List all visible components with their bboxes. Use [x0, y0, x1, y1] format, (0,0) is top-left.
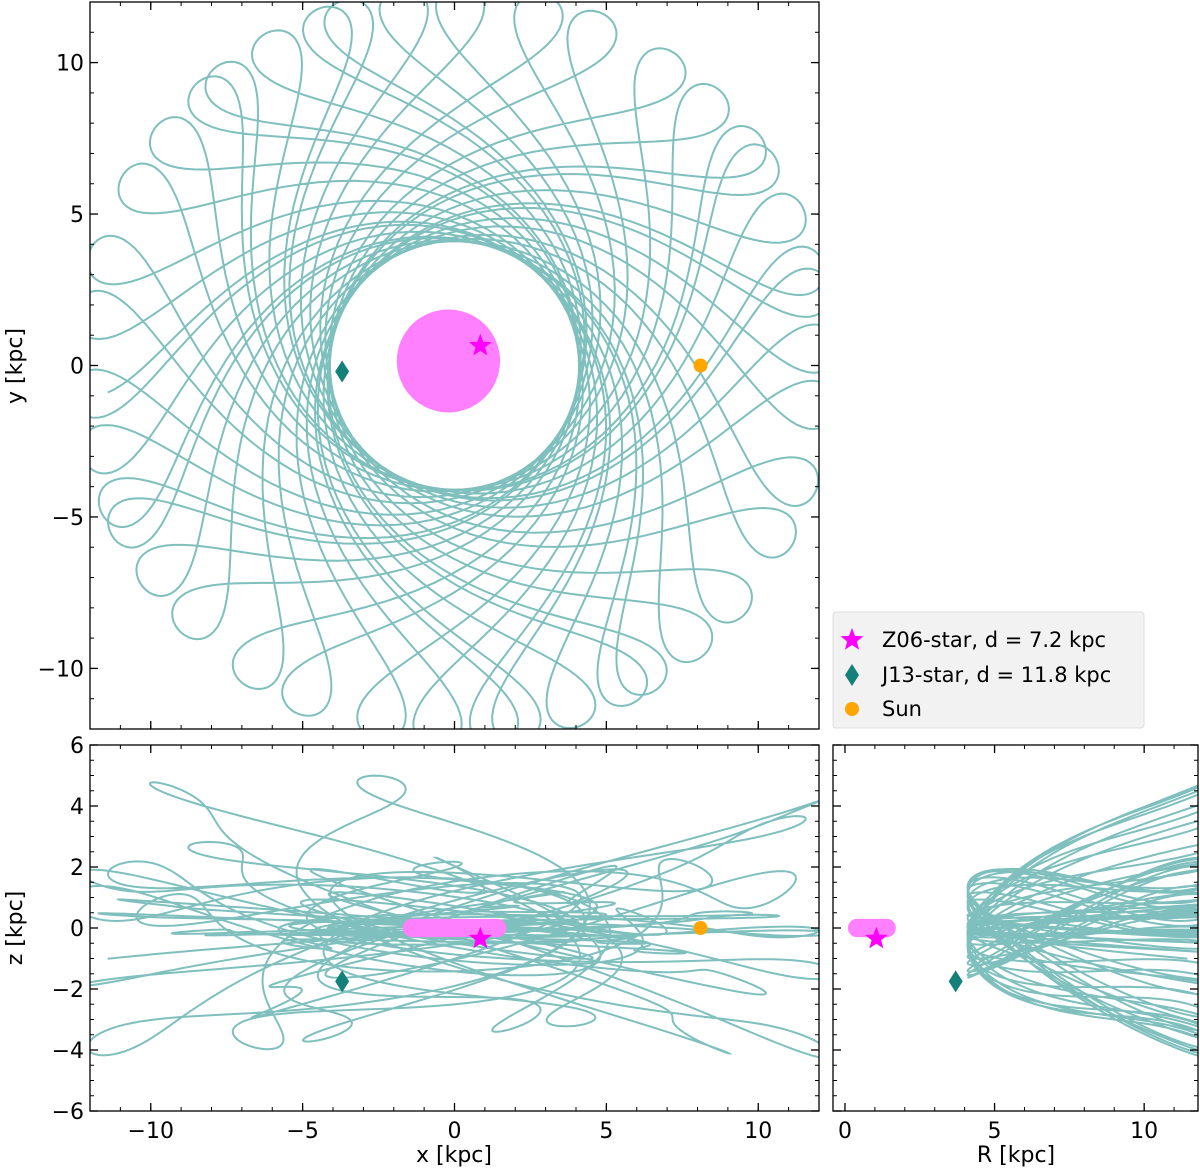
markers-Rz: [865, 926, 963, 993]
cloud-xy: [396, 309, 501, 413]
panel-Rz: 0 5 10 R [kpc]: [832, 744, 1199, 1168]
j13-star-marker: [335, 360, 350, 383]
orbits-xy: [90, 2, 819, 729]
ticks-xy: −10 −5 0 5 10: [38, 1, 820, 730]
y-tick-label: 2: [70, 856, 84, 881]
j13-star-marker: [948, 970, 963, 993]
x-tick-label: 5: [599, 1119, 613, 1144]
xlabel-xz: x [kpc]: [416, 1143, 492, 1168]
sun-marker: [693, 921, 708, 935]
legend-label-sun: Sun: [882, 697, 922, 721]
sun-marker: [693, 358, 708, 373]
j13-star-marker: [335, 970, 350, 993]
cloud-xz: [402, 918, 507, 938]
legend-box: [832, 611, 1145, 729]
legend-label-j13: J13-star, d = 11.8 kpc: [880, 663, 1111, 687]
legend-entry-z06: Z06-star, d = 7.2 kpc: [840, 628, 1106, 652]
legend-entry-sun: Sun: [845, 697, 922, 721]
panel-xy: −10 −5 0 5 10 y [kpc]: [3, 1, 820, 730]
y-tick-label: 0: [70, 917, 84, 942]
x-tick-label: −5: [286, 1119, 318, 1144]
z06-star-marker: [468, 333, 492, 356]
y-tick-label: −6: [52, 1100, 84, 1125]
y-tick-label: 6: [70, 734, 84, 759]
ticks-xz: −10 −5 0 5 10 −6 −4 −2 0 2 4 6: [52, 734, 820, 1144]
z06-star-marker: [468, 926, 492, 949]
y-tick-label: −5: [52, 506, 84, 531]
x-tick-label: 0: [838, 1119, 852, 1144]
orbit-path-Rz: [966, 784, 1198, 1057]
stars-cloud: [402, 918, 507, 938]
x-tick-label: 10: [1130, 1119, 1158, 1144]
legend-diamond-icon: [845, 664, 859, 686]
stars-cloud: [396, 309, 501, 413]
orbits-xz: [90, 774, 819, 1059]
x-tick-label: 10: [744, 1119, 772, 1144]
xlabel-Rz: R [kpc]: [977, 1143, 1055, 1168]
x-tick-label: 5: [988, 1119, 1002, 1144]
ylabel-xz: z [kpc]: [3, 891, 28, 966]
panel-xz: −10 −5 0 5 10 −6 −4 −2 0 2 4 6 x [kpc] z [kpc]: [3, 734, 820, 1168]
ylabel-xy: y [kpc]: [3, 328, 28, 404]
ticks-Rz: 0 5 10: [833, 744, 1198, 1144]
legend-circle-icon: [845, 702, 859, 716]
orbit-path-xz: [90, 774, 819, 1059]
legend-star-icon: [840, 628, 864, 650]
y-tick-label: −10: [38, 657, 84, 682]
legend: Z06-star, d = 7.2 kpc J13-star, d = 11.8…: [832, 611, 1145, 729]
x-tick-label: −10: [128, 1119, 174, 1144]
markers-xz: [335, 921, 708, 993]
orbit-path-xy: [90, 2, 819, 729]
y-tick-label: 0: [70, 355, 84, 380]
cloud-Rz: [847, 918, 896, 938]
z06-star-marker: [865, 926, 888, 949]
orbits-Rz: [966, 784, 1198, 1057]
legend-entry-j13: J13-star, d = 11.8 kpc: [845, 663, 1111, 687]
y-tick-label: −2: [52, 978, 84, 1003]
y-tick-label: −4: [52, 1039, 84, 1064]
y-tick-label: 5: [70, 203, 84, 228]
y-tick-label: 4: [70, 795, 84, 820]
markers-xy: [335, 333, 708, 383]
y-tick-label: 10: [56, 52, 84, 77]
stars-cloud: [847, 918, 896, 938]
x-tick-label: 0: [448, 1119, 462, 1144]
legend-label-z06: Z06-star, d = 7.2 kpc: [882, 628, 1106, 652]
